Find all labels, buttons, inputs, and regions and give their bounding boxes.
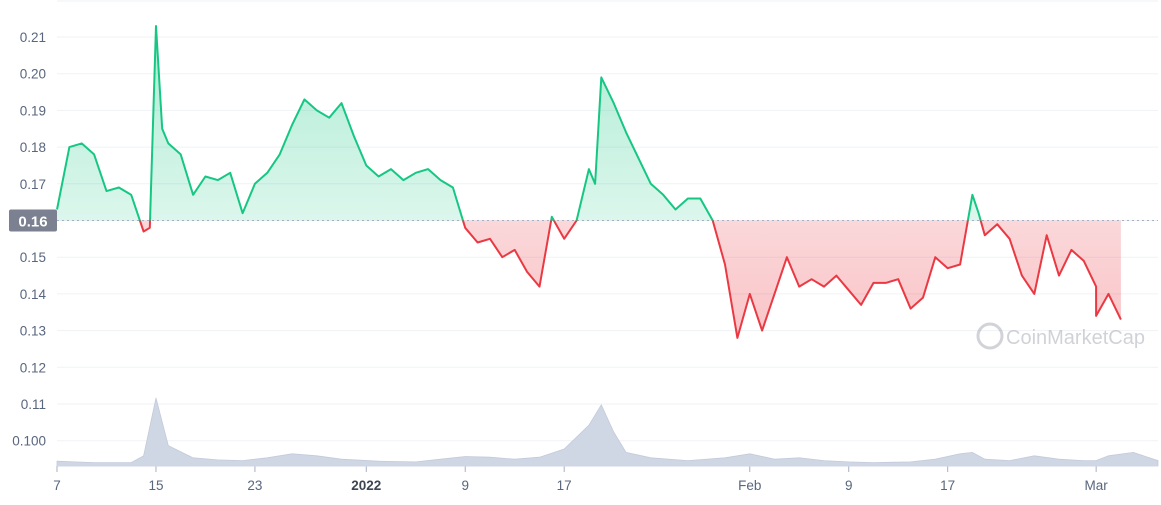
- watermark-text: CoinMarketCap: [1006, 327, 1145, 349]
- price-line-below: [138, 220, 1122, 339]
- y-tick-label: 0.14: [20, 287, 47, 302]
- baseline-label-box: [9, 209, 57, 232]
- watermark-logo: [976, 322, 1004, 350]
- x-tick-label: 2022: [351, 478, 381, 493]
- price-line-above: [56, 25, 982, 221]
- y-tick-label: 0.13: [20, 324, 46, 339]
- x-tick-label: 9: [845, 478, 853, 493]
- x-tick-label: 15: [148, 478, 163, 493]
- y-tick-label: 0.12: [20, 360, 46, 375]
- y-tick-label: 0.100: [12, 434, 46, 449]
- price-area-below: [57, 220, 1121, 338]
- y-tick-label: 0.21: [20, 30, 46, 45]
- y-tick-label: 0.20: [20, 67, 46, 82]
- baseline-label: 0.16: [18, 214, 47, 231]
- x-tick-label: 9: [461, 478, 469, 493]
- volume-area: [56, 397, 1159, 467]
- x-tick-label: 17: [940, 478, 955, 493]
- price-area-above: [57, 26, 1121, 221]
- y-tick-label: 0.17: [20, 177, 46, 192]
- y-tick-label: 0.15: [20, 250, 46, 265]
- x-tick-label: 23: [247, 478, 262, 493]
- watermark-icon: [976, 322, 1004, 350]
- x-tick-label: 7: [53, 478, 61, 493]
- y-tick-label: 0.19: [20, 103, 46, 118]
- x-tick-label: Feb: [738, 478, 761, 493]
- y-tick-label: 0.11: [21, 397, 46, 412]
- x-tick-label: Mar: [1085, 478, 1109, 493]
- y-tick-label: 0.18: [20, 140, 46, 155]
- x-tick-label: 17: [557, 478, 572, 493]
